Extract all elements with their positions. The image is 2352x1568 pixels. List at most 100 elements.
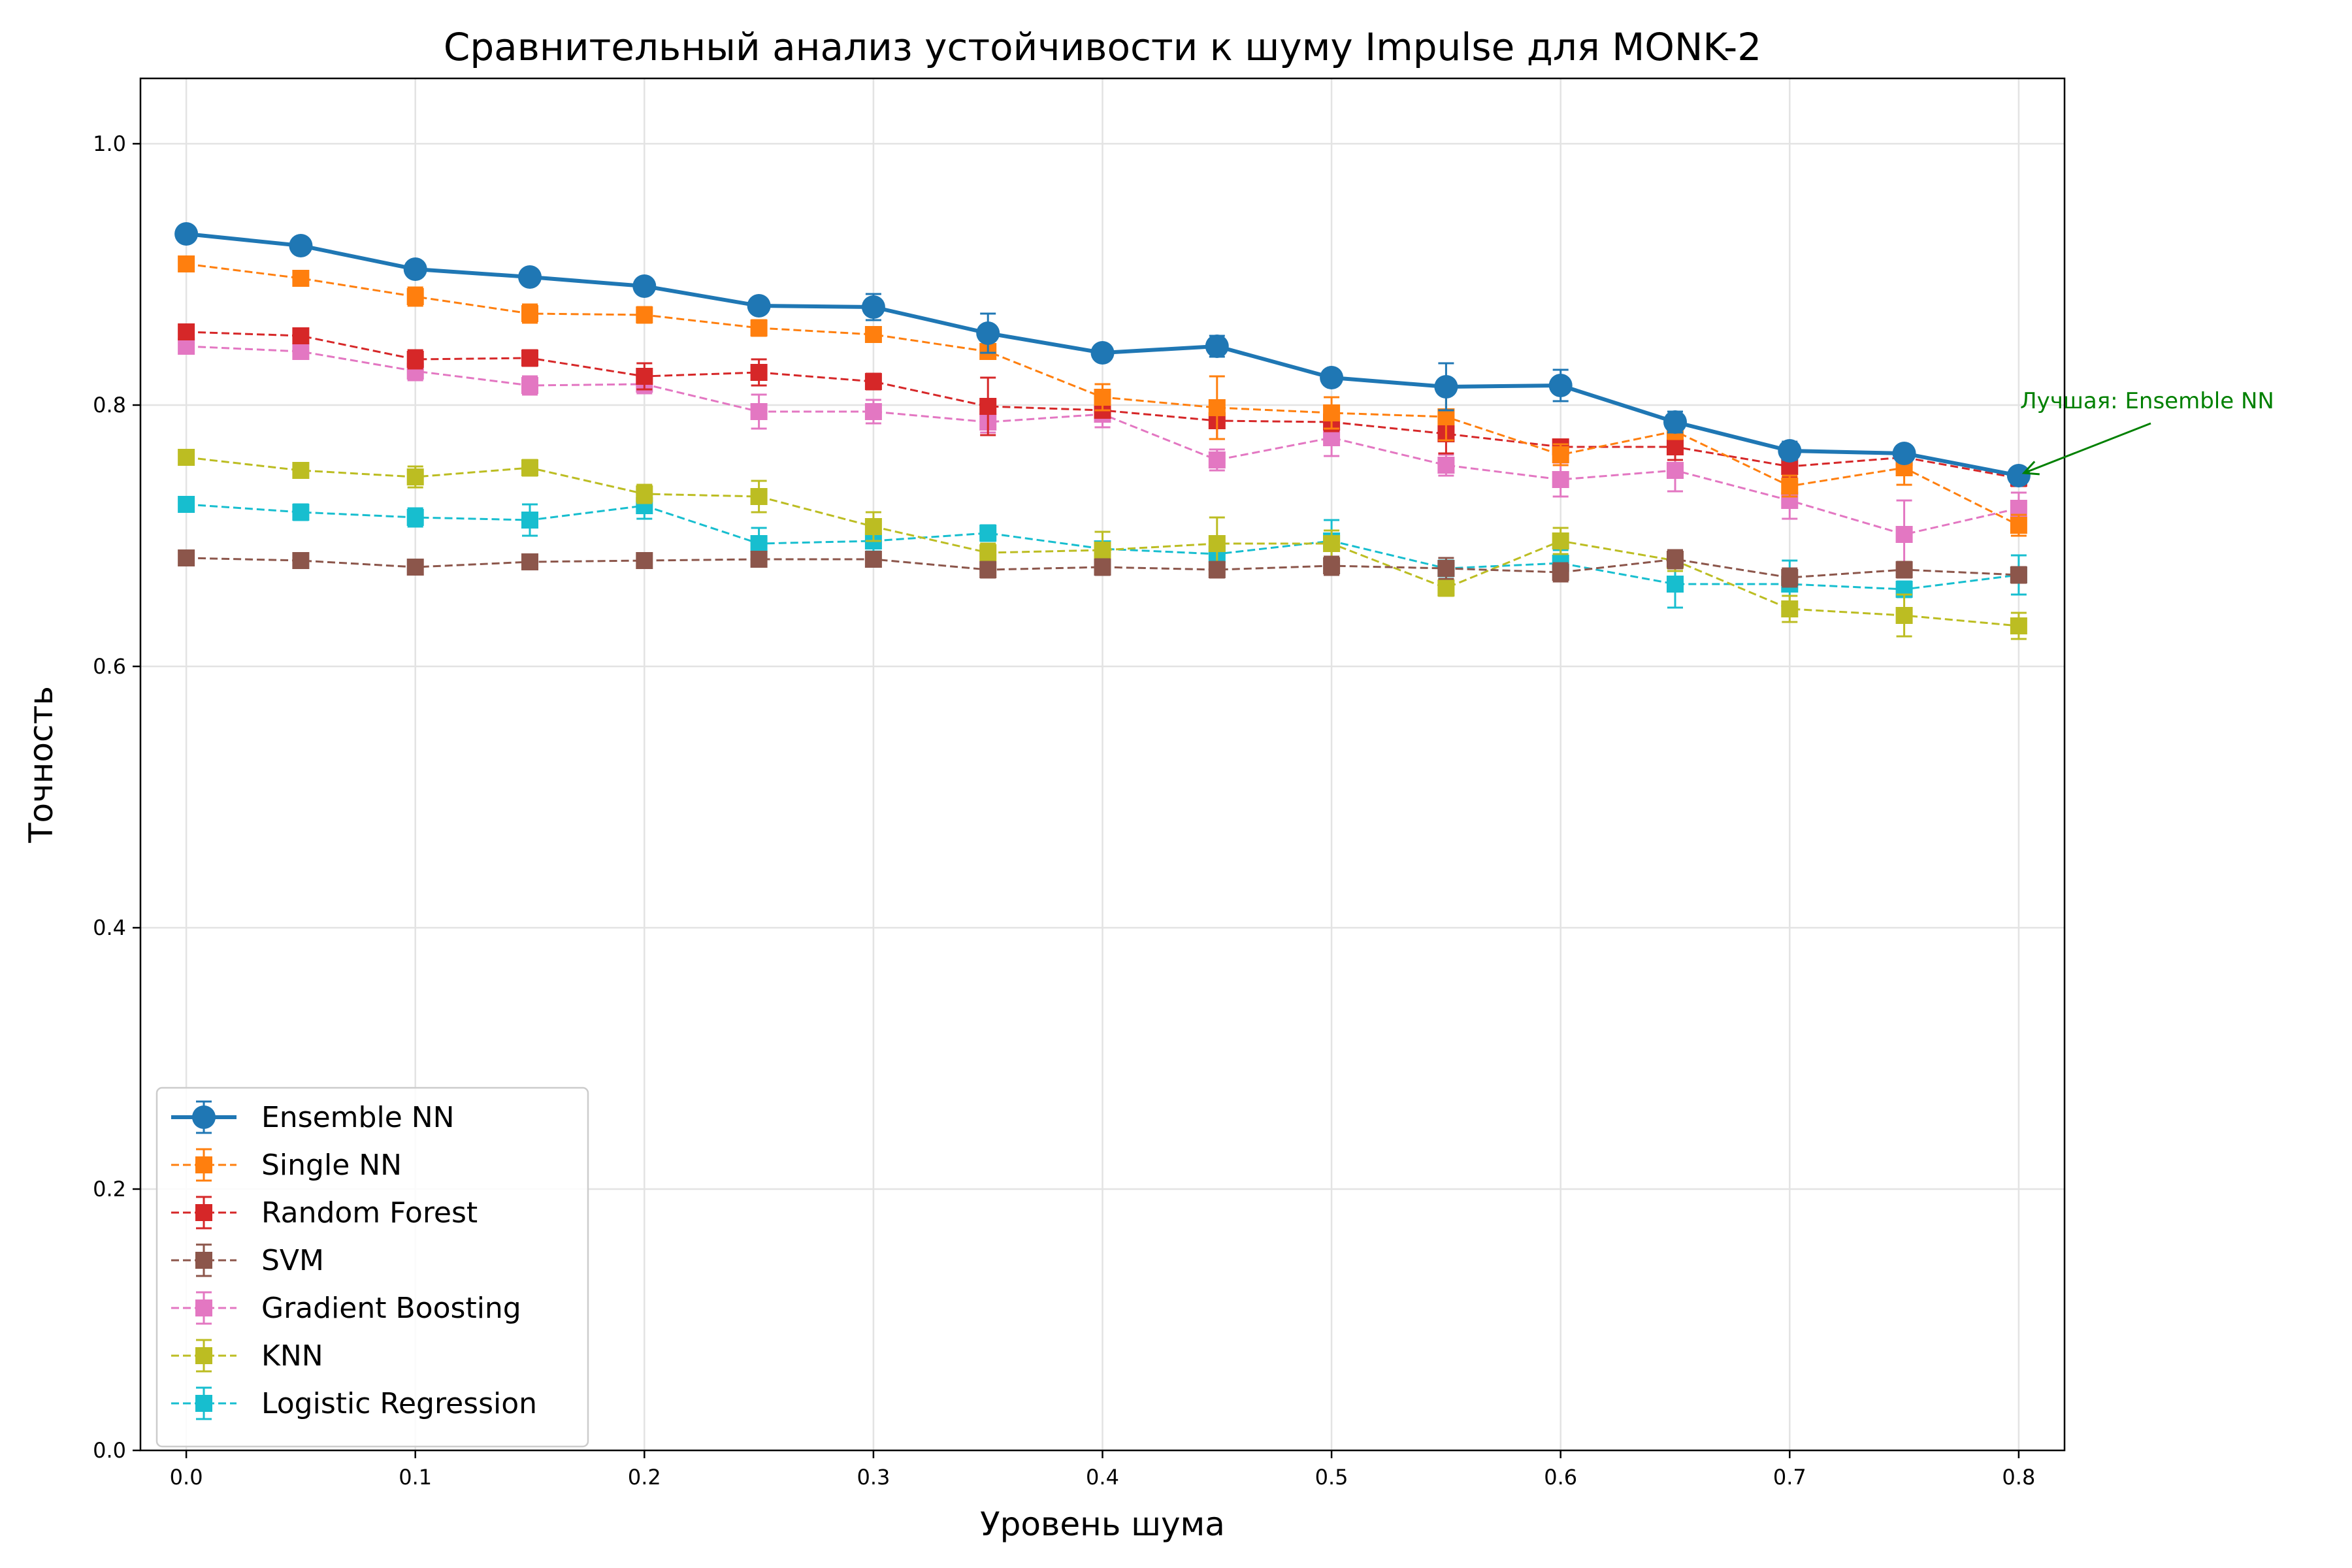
data-point [1895, 561, 1913, 578]
data-point [406, 509, 424, 526]
data-point [1552, 471, 1569, 488]
legend-label: Ensemble NN [261, 1101, 455, 1134]
data-point [292, 552, 310, 569]
x-tick-label: 0.6 [1544, 1465, 1577, 1490]
plot-series [174, 222, 2031, 640]
data-point [636, 368, 653, 385]
legend-label: SVM [261, 1244, 324, 1277]
data-point [1437, 457, 1455, 474]
data-point [1666, 462, 1684, 479]
legend-marker [195, 1299, 212, 1316]
data-point [976, 321, 1000, 345]
data-point [1781, 569, 1799, 586]
data-point [861, 295, 885, 319]
data-point [636, 306, 653, 323]
data-point [979, 525, 997, 542]
data-point [1552, 564, 1569, 581]
data-point [289, 234, 313, 257]
data-point [864, 551, 882, 568]
data-point [979, 561, 997, 578]
data-point [1320, 366, 1344, 389]
data-point [750, 319, 768, 336]
data-point [632, 274, 657, 298]
x-tick-label: 0.4 [1086, 1465, 1119, 1490]
data-point [292, 343, 310, 360]
legend-marker [195, 1252, 212, 1269]
series-line [186, 557, 2019, 579]
annotation-arrow-head [2021, 461, 2040, 476]
data-point [1090, 341, 1115, 365]
data-point [1323, 404, 1341, 421]
annotation-text: Лучшая: Ensemble NN [2020, 388, 2274, 414]
y-tick-label: 0.8 [93, 393, 126, 417]
data-point [979, 398, 997, 415]
data-point [521, 512, 539, 529]
y-tick-label: 0.6 [93, 654, 126, 679]
data-point [1895, 607, 1913, 624]
legend-item-knn: KNN [171, 1339, 323, 1373]
series-svm [178, 549, 2027, 588]
x-tick-label: 0.0 [170, 1465, 203, 1490]
data-point [1778, 439, 1802, 463]
data-point [864, 518, 882, 535]
data-point [521, 305, 539, 322]
legend-marker [195, 1347, 212, 1364]
data-point [521, 553, 539, 570]
data-point [636, 485, 653, 502]
data-point [979, 544, 997, 561]
data-point [403, 257, 427, 281]
data-point [750, 551, 768, 568]
data-point [1548, 374, 1573, 397]
data-point [2010, 517, 2027, 534]
series-line [186, 456, 2019, 627]
data-point [864, 403, 882, 420]
y-tick-label: 0.4 [93, 915, 126, 940]
data-point [1552, 446, 1569, 463]
data-point [178, 549, 195, 566]
series-knn [178, 449, 2027, 640]
legend: Ensemble NN Single NN Random Forest SVM Grad… [155, 1086, 589, 1448]
y-tick-label: 1.0 [93, 131, 126, 156]
chart-title: Сравнительный анализ устойчивости к шуму… [444, 25, 1761, 69]
data-point [1323, 535, 1341, 552]
y-tick-label: 0.0 [93, 1438, 126, 1463]
legend-frame [155, 1086, 589, 1448]
legend-item-random-forest: Random Forest [171, 1196, 478, 1230]
data-point [750, 403, 768, 420]
y-axis-label: Точность [22, 686, 60, 843]
data-point [2006, 464, 2031, 487]
x-tick-label: 0.7 [1773, 1465, 1806, 1490]
data-point [1205, 335, 1229, 358]
x-tick-label: 0.8 [2002, 1465, 2035, 1490]
legend-item-svm: SVM [171, 1243, 324, 1277]
data-point [636, 552, 653, 569]
axis-ticks: 0.0 0.1 0.2 0.3 0.4 0.5 0.6 0.7 0.8 0.0 0.2 0.4 0.6 0… [93, 131, 2035, 1490]
data-point [1552, 532, 1569, 549]
data-point [174, 222, 199, 246]
legend-label: Random Forest [261, 1196, 478, 1230]
data-point [178, 323, 195, 340]
data-point [750, 364, 768, 381]
x-axis-label: Уровень шума [980, 1505, 1225, 1543]
data-point [1094, 559, 1111, 576]
data-point [406, 559, 424, 576]
data-point [518, 265, 542, 289]
x-tick-label: 0.1 [399, 1465, 432, 1490]
data-point [1437, 560, 1455, 577]
data-point [1895, 526, 1913, 543]
x-tick-label: 0.2 [628, 1465, 661, 1490]
data-point [521, 350, 539, 367]
data-point [178, 338, 195, 355]
y-tick-label: 0.2 [93, 1177, 126, 1201]
data-point [1094, 389, 1111, 406]
x-tick-label: 0.3 [857, 1465, 890, 1490]
legend-item-gradient-boosting: Gradient Boosting [171, 1291, 521, 1325]
data-point [292, 504, 310, 521]
legend-marker [195, 1204, 212, 1221]
legend-label: Gradient Boosting [261, 1292, 521, 1325]
data-point [178, 496, 195, 513]
data-point [1892, 442, 1916, 465]
data-point [406, 468, 424, 485]
legend-marker [195, 1395, 212, 1412]
legend-label: KNN [261, 1339, 323, 1373]
